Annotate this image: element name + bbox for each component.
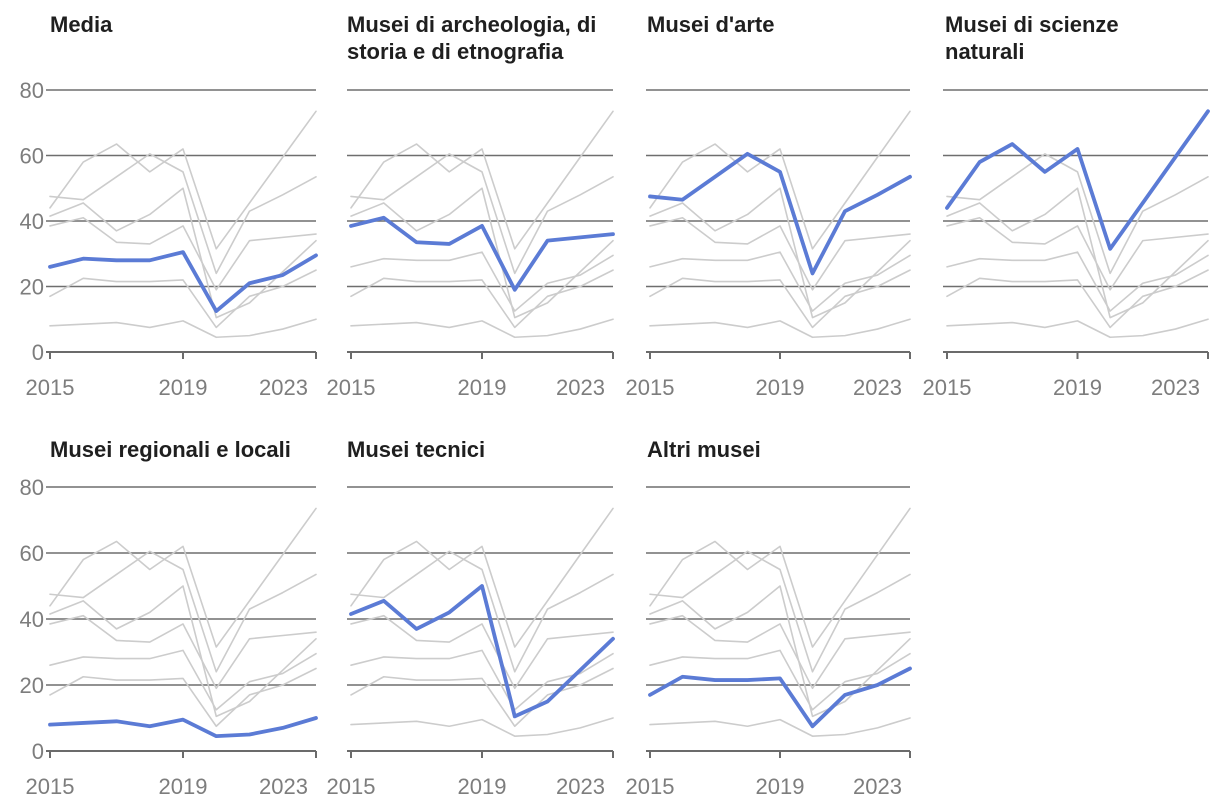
x-tick-label: 2015 [26, 774, 75, 799]
panel-title-media: Media [50, 12, 113, 37]
y-tick-label: 60 [20, 144, 44, 169]
x-tick-label: 2019 [458, 375, 507, 400]
series-line-archeologia [946, 216, 1209, 291]
y-tick-label: 0 [32, 340, 44, 365]
series-line-regionali [649, 318, 911, 339]
y-tick-label: 40 [20, 209, 44, 234]
x-tick-label: 2015 [626, 375, 675, 400]
series-line-media [49, 649, 317, 711]
series-line-altri [49, 269, 317, 329]
series-line-altri [49, 667, 317, 728]
y-tick-label: 80 [20, 78, 44, 103]
series-line-arte [946, 153, 1209, 275]
y-tick-label: 40 [20, 607, 44, 632]
panel-title-archeologia: Musei di archeologia, di storia e di etn… [347, 12, 597, 64]
x-tick-label: 2015 [26, 375, 75, 400]
series-line-archeologia [349, 215, 615, 292]
series-line-tecnici [49, 187, 317, 319]
x-tick-label: 2023 [853, 375, 902, 400]
x-tick-label: 2019 [159, 375, 208, 400]
series-line-altri [350, 667, 614, 728]
series-line-altri [648, 666, 912, 729]
series-line-archeologia [350, 614, 614, 690]
series-line-archeologia [49, 614, 317, 690]
series-line-arte [350, 153, 614, 275]
series-line-scienze [350, 507, 614, 648]
series-line-tecnici [49, 585, 317, 718]
series-line-arte [49, 153, 317, 275]
x-tick-label: 2023 [556, 375, 605, 400]
y-tick-label: 20 [20, 275, 44, 300]
series-line-regionali [946, 318, 1209, 339]
series-line-tecnici [946, 187, 1209, 319]
x-tick-label: 2023 [259, 375, 308, 400]
y-tick-label: 0 [32, 739, 44, 764]
series-line-scienze [49, 507, 317, 648]
x-tick-label: 2015 [327, 375, 376, 400]
series-line-media [48, 250, 318, 313]
series-line-regionali [49, 318, 317, 339]
series-line-media [946, 251, 1209, 312]
x-tick-label: 2019 [756, 375, 805, 400]
x-tick-label: 2019 [458, 774, 507, 799]
x-tick-label: 2023 [259, 774, 308, 799]
series-line-altri [946, 269, 1209, 329]
series-line-tecnici [350, 187, 614, 319]
series-line-tecnici [649, 585, 911, 718]
x-tick-label: 2023 [853, 774, 902, 799]
series-line-scienze [350, 110, 614, 250]
y-tick-label: 60 [20, 541, 44, 566]
series-line-media [350, 251, 614, 312]
series-line-regionali [350, 717, 614, 737]
series-line-scienze [649, 110, 911, 250]
series-line-tecnici [349, 584, 615, 719]
series-line-scienze [945, 109, 1210, 251]
series-line-archeologia [649, 216, 911, 291]
series-line-media [350, 649, 614, 711]
panel-title-tecnici: Musei tecnici [347, 437, 486, 462]
series-line-arte [648, 151, 912, 276]
series-line-scienze [49, 110, 317, 250]
series-line-regionali [649, 717, 911, 737]
y-tick-label: 20 [20, 673, 44, 698]
x-tick-label: 2015 [626, 774, 675, 799]
series-line-altri [649, 269, 911, 329]
panel-title-altri: Altri musei [647, 437, 761, 462]
panel-title-arte: Musei d'arte [647, 12, 775, 37]
panel-title-regionali: Musei regionali e locali [50, 437, 291, 462]
series-line-tecnici [649, 187, 911, 319]
series-line-archeologia [649, 614, 911, 690]
x-tick-label: 2015 [923, 375, 972, 400]
series-line-media [649, 649, 911, 711]
x-tick-label: 2023 [1151, 375, 1200, 400]
series-line-arte [49, 550, 317, 673]
x-tick-label: 2023 [556, 774, 605, 799]
series-line-regionali [48, 716, 318, 739]
series-line-arte [649, 550, 911, 673]
x-tick-label: 2019 [756, 774, 805, 799]
series-line-arte [350, 550, 614, 673]
x-tick-label: 2015 [327, 774, 376, 799]
x-tick-label: 2019 [1053, 375, 1102, 400]
series-line-regionali [350, 318, 614, 339]
series-line-altri [350, 269, 614, 329]
series-line-archeologia [49, 216, 317, 291]
panel-title-scienze: Musei di scienze naturali [945, 12, 1119, 64]
series-line-media [649, 251, 911, 312]
y-tick-label: 80 [20, 475, 44, 500]
series-line-scienze [649, 507, 911, 648]
x-tick-label: 2019 [159, 774, 208, 799]
